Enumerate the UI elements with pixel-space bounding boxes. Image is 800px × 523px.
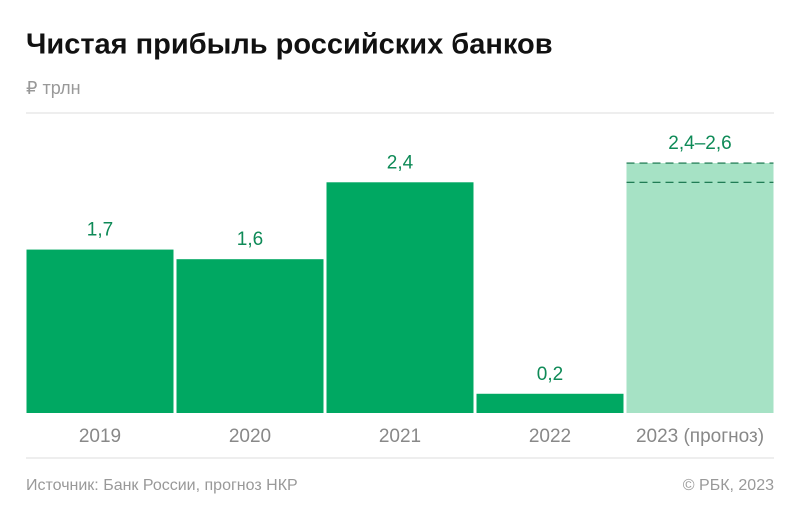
source: Источник: Банк России, прогноз НКР — [26, 477, 298, 494]
x-tick-label: 2019 — [79, 426, 121, 447]
bar — [176, 259, 324, 413]
value-label: 2,4–2,6 — [668, 133, 731, 154]
value-label: 1,6 — [237, 229, 263, 250]
value-label: 1,7 — [87, 220, 113, 241]
chart-subtitle: ₽ трлн — [26, 78, 81, 98]
credit: © РБК, 2023 — [683, 477, 774, 494]
chart-title: Чистая прибыль российских банков — [26, 29, 553, 61]
value-label: 0,2 — [537, 364, 563, 385]
x-tick-label: 2021 — [379, 426, 421, 447]
forecast-bar — [626, 163, 774, 413]
bar — [476, 393, 624, 413]
x-tick-label: 2023 (прогноз) — [636, 426, 764, 447]
bar — [26, 249, 174, 413]
x-tick-label: 2022 — [529, 426, 571, 447]
bar — [326, 182, 474, 413]
value-label: 2,4 — [387, 152, 414, 173]
x-tick-label: 2020 — [229, 426, 271, 447]
